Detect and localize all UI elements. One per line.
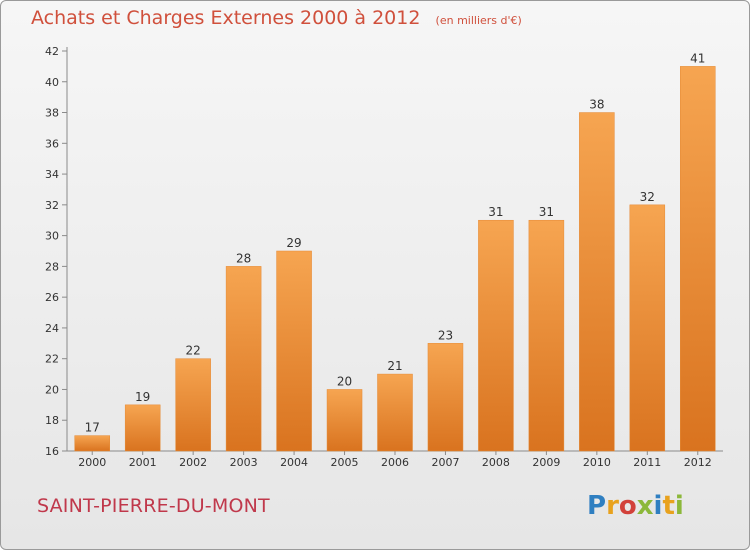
x-tick-label: 2000	[78, 456, 106, 469]
y-tick-label: 42	[45, 45, 59, 58]
y-tick-label: 40	[45, 76, 59, 89]
data-label: 28	[236, 251, 251, 265]
bar-2001	[124, 404, 161, 452]
data-label: 23	[438, 328, 453, 342]
bar-2010	[579, 112, 615, 452]
x-tick-label: 2005	[331, 456, 359, 469]
logo-letter: o	[618, 491, 637, 521]
data-label: 22	[186, 344, 201, 358]
x-tick-label: 2006	[381, 456, 409, 469]
place-name: SAINT-PIERRE-DU-MONT	[37, 495, 270, 517]
y-tick-label: 34	[45, 168, 59, 181]
bar-2008	[478, 219, 514, 452]
bar-2011	[629, 204, 666, 452]
bar-2004	[276, 250, 312, 452]
y-tick-label: 28	[45, 260, 59, 273]
x-tick-label: 2012	[684, 456, 712, 469]
bar-2007	[427, 343, 464, 452]
chart-title: Achats et Charges Externes 2000 à 2012	[31, 7, 421, 29]
logo-letter: x	[636, 491, 654, 521]
bar-2009	[528, 219, 565, 452]
data-label: 41	[690, 51, 705, 65]
y-tick-label: 24	[45, 322, 59, 335]
bar-2005	[326, 389, 363, 452]
logo-letter: P	[587, 491, 607, 521]
data-label: 31	[539, 205, 554, 219]
y-tick-label: 38	[45, 107, 59, 120]
bar-2003	[225, 266, 262, 452]
y-tick-label: 30	[45, 230, 59, 243]
x-tick-label: 2002	[179, 456, 207, 469]
data-label: 19	[135, 390, 150, 404]
x-tick-label: 2011	[633, 456, 661, 469]
bar-2006	[377, 373, 413, 452]
data-label: 29	[286, 236, 301, 250]
x-tick-label: 2010	[583, 456, 611, 469]
logo-letter: i	[653, 491, 663, 521]
chart-title-block: Achats et Charges Externes 2000 à 2012 (…	[31, 7, 522, 29]
data-label: 20	[337, 374, 352, 388]
proxiti-logo[interactable]: Proxiti	[587, 491, 684, 521]
logo-letter: r	[606, 491, 619, 521]
data-label: 17	[85, 421, 100, 435]
bar-2000	[74, 435, 110, 452]
y-tick-label: 20	[45, 383, 59, 396]
bar-2002	[175, 358, 211, 452]
y-tick-label: 36	[45, 137, 59, 150]
y-tick-label: 18	[45, 414, 59, 427]
bar-2012	[680, 66, 716, 452]
chart-bars	[74, 66, 716, 452]
x-tick-label: 2009	[532, 456, 560, 469]
x-tick-label: 2004	[280, 456, 308, 469]
data-label: 32	[640, 190, 655, 204]
logo-letter: i	[674, 491, 684, 521]
y-tick-label: 32	[45, 199, 59, 212]
y-tick-label: 26	[45, 291, 59, 304]
x-tick-label: 2008	[482, 456, 510, 469]
chart-subtitle: (en milliers d'€)	[435, 14, 522, 27]
chart-data-labels: 17 19 22 28 29 20 21 23 31 31 38 32 41	[85, 51, 706, 434]
x-tick-label: 2001	[129, 456, 157, 469]
data-label: 21	[387, 359, 402, 373]
y-tick-label: 16	[45, 445, 59, 458]
x-tick-label: 2003	[230, 456, 258, 469]
logo-letter: t	[662, 491, 675, 521]
data-label: 31	[488, 205, 503, 219]
y-tick-label: 22	[45, 353, 59, 366]
data-label: 38	[589, 98, 604, 112]
x-tick-label: 2007	[431, 456, 459, 469]
